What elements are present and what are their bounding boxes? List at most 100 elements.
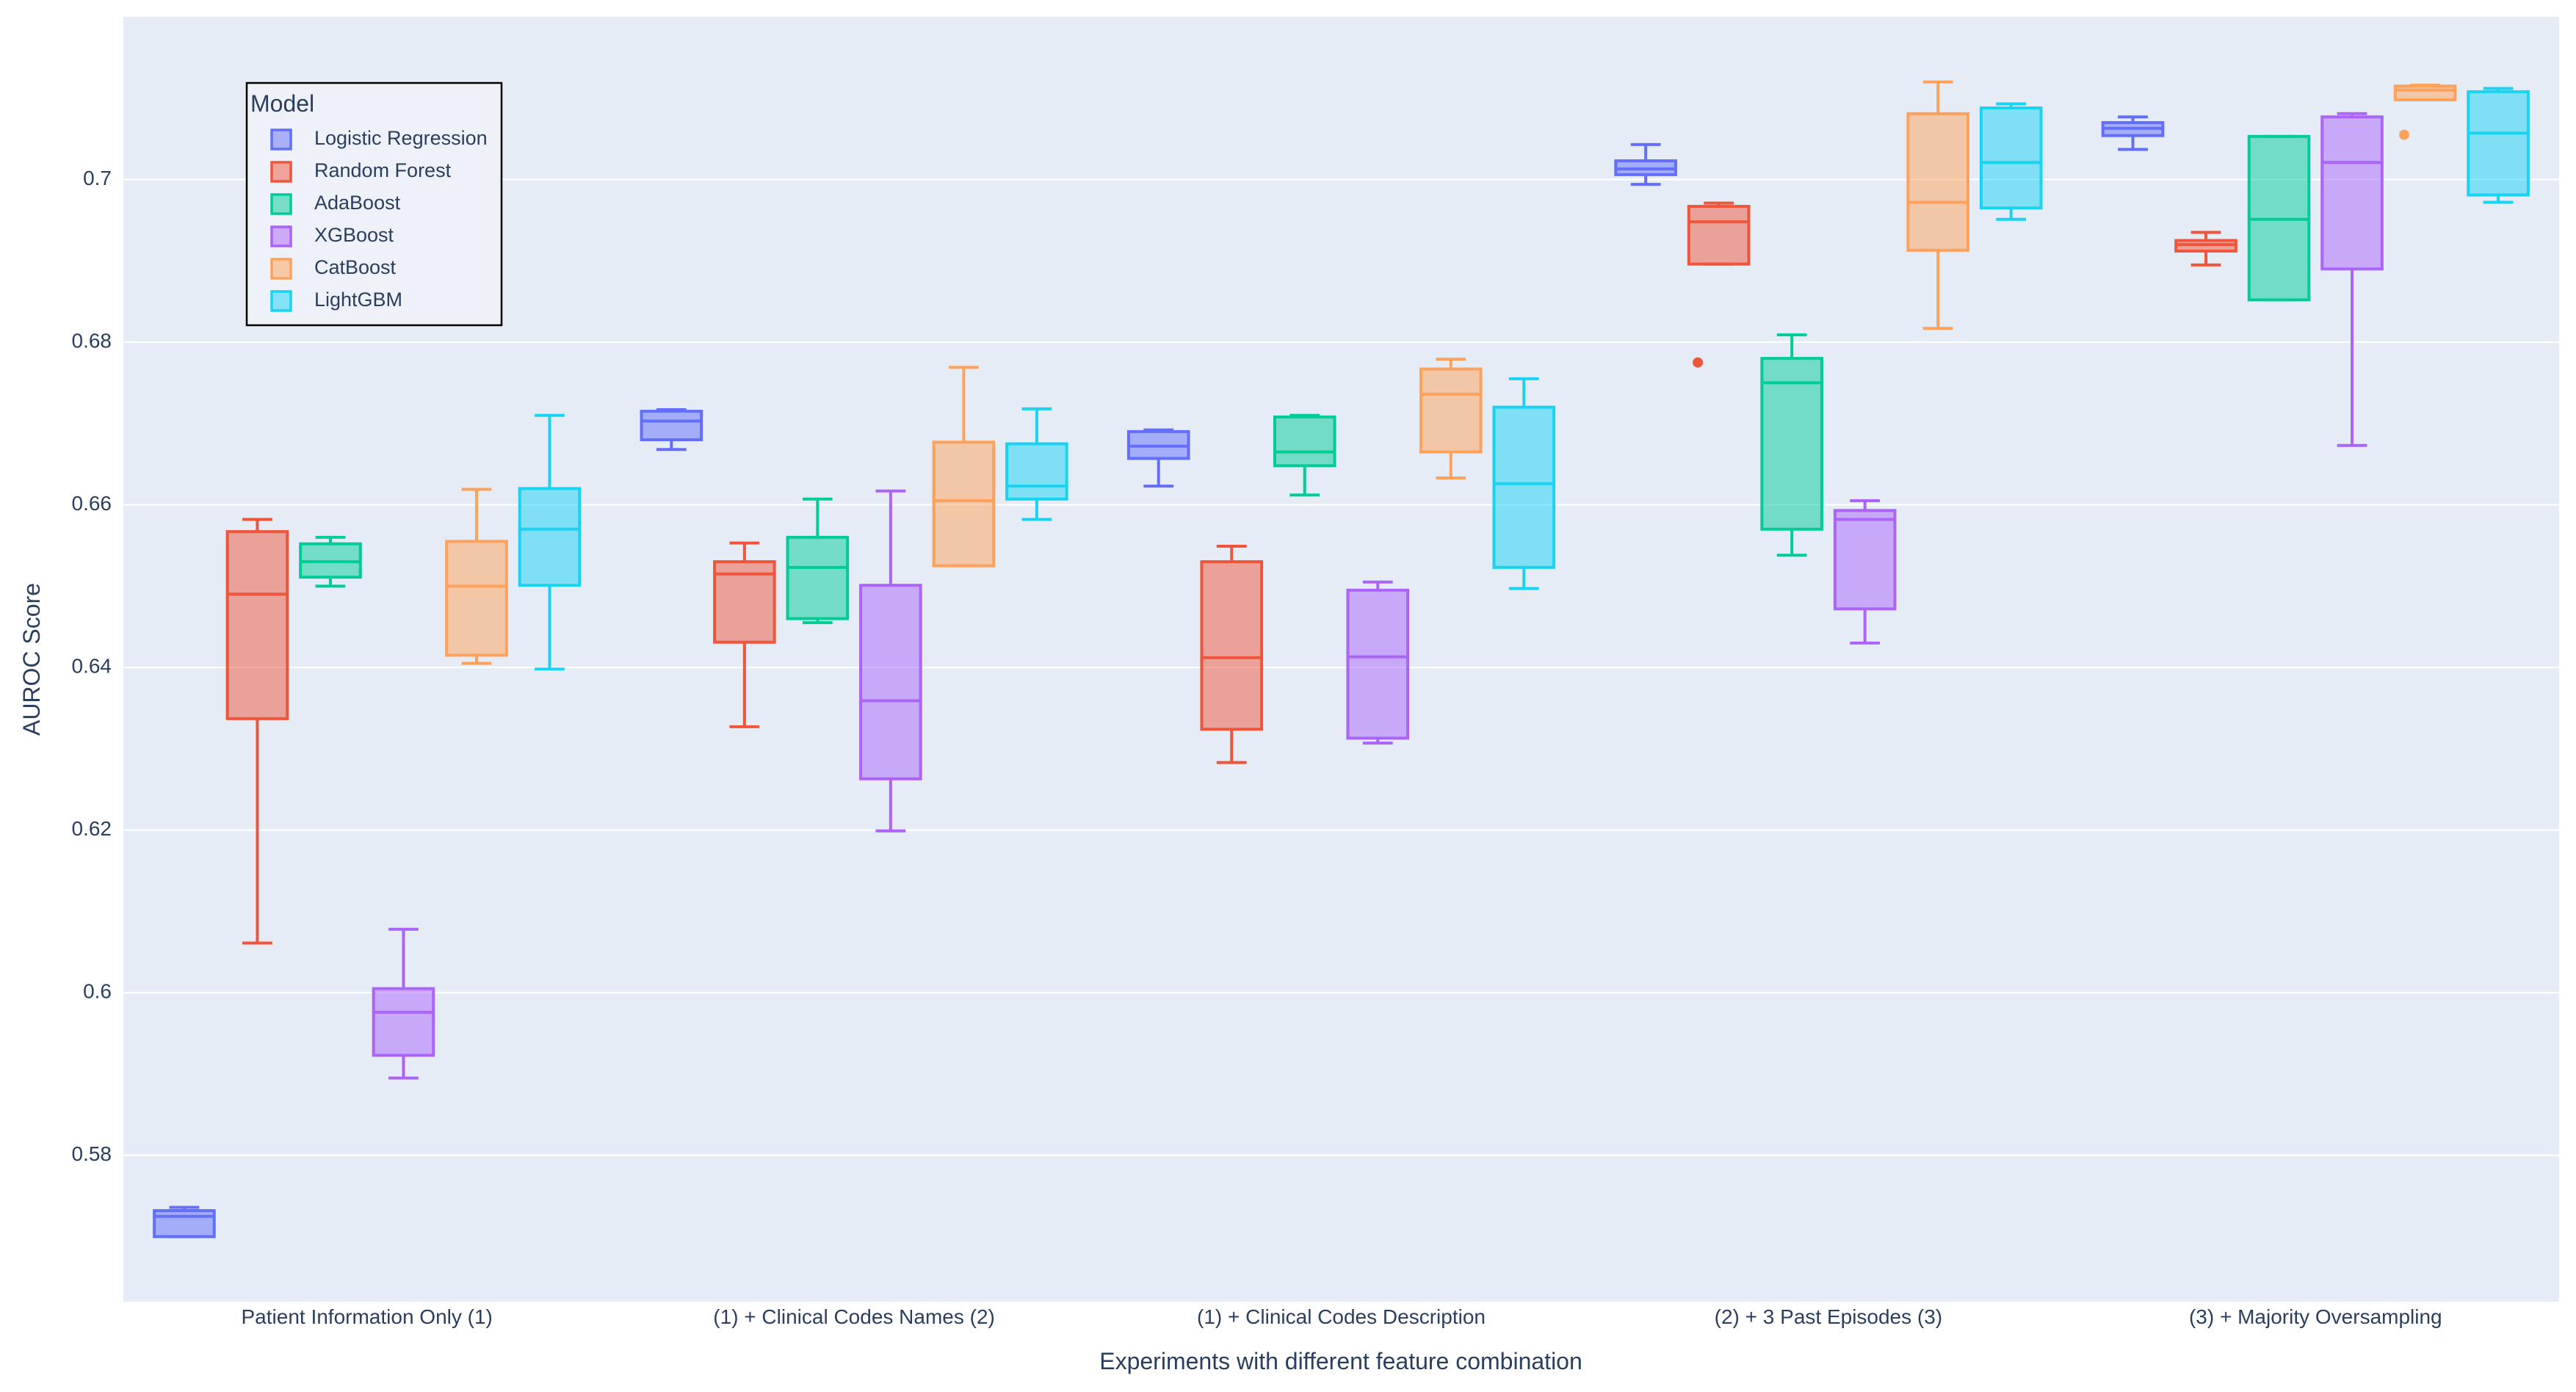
box [1833,499,1897,645]
box-body [153,1208,216,1239]
series-lightgbm [518,87,2530,671]
legend-item: LightGBM [270,289,402,312]
box [518,413,582,671]
box [786,497,850,625]
y-tick-label: 0.66 [72,492,112,515]
box-body [1200,560,1264,731]
box [225,518,289,945]
box-body [445,540,508,657]
legend-item: CatBoost [270,256,397,280]
x-tick-label: (1) + Clinical Codes Description [1197,1305,1486,1328]
legend-label: CatBoost [314,256,397,278]
y-tick-label: 0.7 [83,167,112,189]
box-body [2393,84,2457,101]
legend-item: AdaBoost [270,192,401,215]
series-adaboost [299,134,2311,625]
box [2393,84,2457,140]
box [1760,333,1823,557]
box [1005,407,1068,521]
y-axis-ticks: 0.58 0.6 0.62 0.64 0.66 0.68 0.7 [72,167,112,1165]
box [1906,80,1969,330]
box-body [786,535,850,620]
box [1346,580,1410,745]
legend-swatch [270,258,292,280]
legend-label: XGBoost [314,224,394,246]
box [153,1206,216,1239]
box [713,541,776,728]
box-body [859,584,922,780]
box [859,489,922,833]
legend: Model Logistic Regression Random Forest Ad… [245,81,503,327]
x-tick-label: (2) + 3 Past Episodes (3) [1715,1305,1942,1328]
box-body [1687,205,1751,266]
legend-label: AdaBoost [314,192,401,214]
plot-area [123,17,2559,1302]
y-tick-label: 0.58 [72,1142,112,1165]
box [2467,87,2530,204]
legend-swatch [270,128,292,151]
x-axis-title: Experiments with different feature combi… [1099,1348,1582,1374]
box [2320,112,2384,447]
legend-swatch [270,193,292,215]
box [299,535,362,588]
box [1614,142,1677,186]
box [1687,201,1751,368]
box [1979,102,2043,221]
legend-label: Logistic Regression [314,127,488,149]
y-axis-title: AUROC Score [18,583,45,736]
legend-title: Model [250,90,314,117]
legend-item: XGBoost [270,224,394,247]
box-body [1760,357,1823,531]
x-tick-label: Patient Information Only (1) [242,1305,493,1328]
box [1492,377,1556,590]
x-tick-label: (3) + Majority Oversampling [2189,1305,2442,1328]
box-body [1346,588,1410,740]
box-body [2320,115,2384,271]
box [1200,545,1264,764]
series-logistic-regression [153,115,2165,1239]
box [2174,231,2237,267]
outlier-point [1693,357,1704,368]
y-tick-label: 0.6 [83,980,112,1003]
legend-label: LightGBM [314,289,402,311]
box-body [372,987,435,1057]
box [445,487,508,665]
box-body [1492,405,1556,569]
box [640,407,703,452]
legend-swatch [270,225,292,247]
box [2247,134,2311,302]
y-tick-label: 0.62 [72,817,112,840]
gridlines [123,178,2559,1156]
legend-item: Logistic Regression [270,127,488,151]
legend-swatch [270,161,292,183]
box-body [932,441,996,568]
box [372,927,435,1080]
outlier-point [2399,129,2410,140]
box [1273,413,1336,497]
box-body [1419,367,1483,454]
box [1126,428,1190,488]
legend-item: Random Forest [270,159,452,183]
box-body [640,410,703,441]
box-body [1273,415,1336,468]
box [932,366,996,568]
legend-swatch [270,290,292,312]
x-axis-ticks: Patient Information Only (1) (1) + Clinic… [242,1305,2442,1328]
box-body [225,530,289,720]
series-catboost [445,80,2457,665]
box-body [1005,442,1068,501]
box-body [1833,509,1897,611]
box-body [1906,112,1969,252]
box [1419,358,1483,480]
y-tick-label: 0.68 [72,329,112,352]
box [2101,115,2165,151]
box-body [2467,90,2530,197]
box-series [153,80,2530,1239]
series-xgboost [372,112,2384,1080]
y-tick-label: 0.64 [72,654,112,677]
legend-label: Random Forest [314,159,452,181]
box-body [1979,106,2043,210]
series-random-forest [225,201,2237,945]
box-body [518,487,582,587]
